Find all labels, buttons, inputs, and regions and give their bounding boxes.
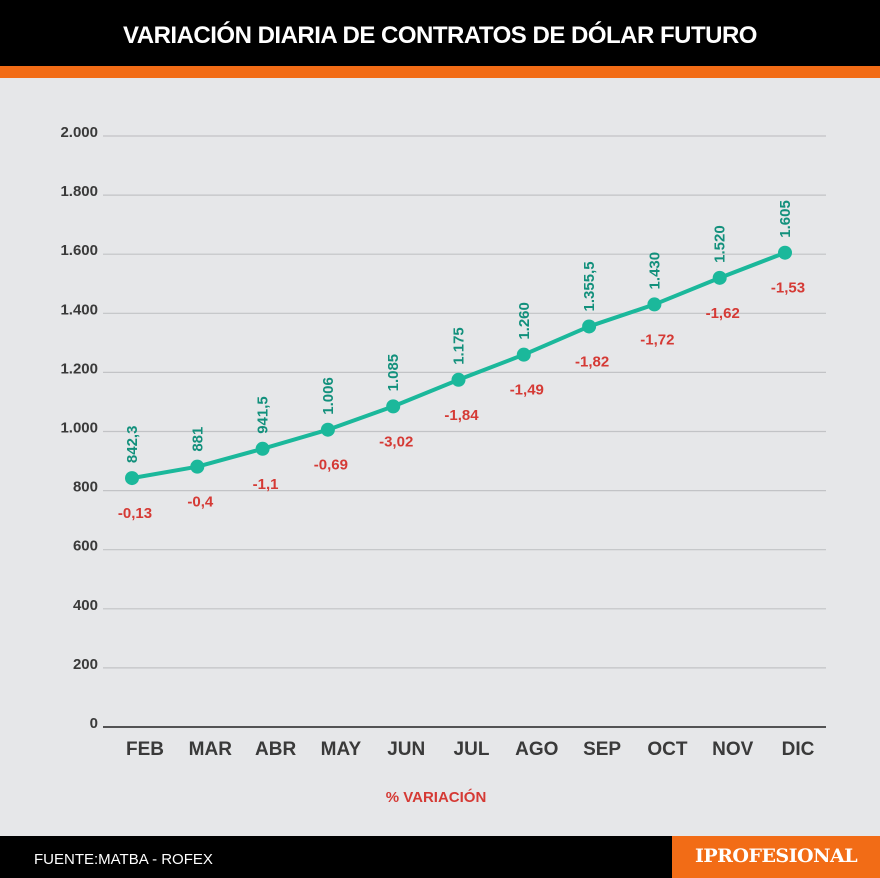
variation-label: -1,1 [253,476,279,493]
x-tick-label: DIC [782,739,815,760]
variation-label: -0,4 [187,494,214,511]
data-value-label: 1.520 [712,225,729,263]
x-tick-label: SEP [583,739,621,760]
variation-label: -1,82 [575,353,609,370]
data-value-label: 1.355,5 [581,261,598,311]
x-tick-label: AGO [515,739,558,760]
x-tick-label: JUL [454,739,490,760]
y-tick-label: 1.800 [60,183,98,200]
data-point [582,319,597,334]
data-value-label: 1.260 [516,302,533,340]
data-value-label: 842,3 [124,426,141,464]
y-tick-label: 0 [90,715,98,732]
variation-label: -1,72 [640,331,674,348]
title-bar [0,0,880,66]
variation-label: -1,84 [444,407,479,424]
variation-caption: % VARIACIÓN [386,788,487,806]
x-tick-label: JUN [387,739,425,760]
variation-label: -3,02 [379,433,413,450]
variation-label: -1,53 [771,280,805,297]
x-tick-label: FEB [126,739,164,760]
data-value-label: 1.006 [320,377,337,415]
chart-title: VARIACIÓN DIARIA DE CONTRATOS DE DÓLAR F… [123,22,757,49]
x-tick-label: MAY [321,739,362,760]
y-tick-label: 1.200 [60,360,98,377]
brand-logo: IPROFESIONAL [694,845,858,867]
y-tick-label: 400 [73,597,98,614]
data-point [125,471,139,486]
x-tick-label: ABR [255,739,296,760]
data-value-label: 1.175 [451,327,468,365]
y-tick-label: 1.600 [60,242,98,259]
data-value-label: 1.085 [385,354,402,392]
data-point [255,441,270,456]
variation-label: -0,69 [314,457,348,474]
line-chart: 0 200 400 600 800 1.000 1.200 1.400 1.600 1.800 2.… [60,124,826,806]
data-value-label: 1.430 [646,252,663,290]
variation-label: -1,49 [510,382,544,399]
data-point [320,422,335,437]
y-tick-label: 2.000 [60,124,98,141]
variation-label: -0,13 [118,505,152,522]
data-point [451,372,466,387]
data-point [778,245,792,260]
x-tick-label: MAR [189,739,233,760]
data-value-label: 881 [189,427,206,452]
brand-box [672,836,880,878]
y-tick-label: 200 [73,656,98,673]
data-point [190,459,205,474]
y-tick-label: 800 [73,479,98,496]
data-points [125,245,792,486]
data-point [647,297,662,312]
data-point [516,347,531,362]
y-tick-label: 1.000 [60,420,98,437]
y-tick-label: 1.400 [60,301,98,318]
data-value-label: 941,5 [255,396,272,434]
accent-bar [0,66,880,78]
value-labels: 842,3 881 941,5 1.006 1.085 1.175 1.260 1.355,5… [124,200,794,463]
grid-lines [103,135,826,669]
x-tick-label: NOV [712,739,754,760]
footer-source: FUENTE:MATBA - ROFEX [34,851,213,868]
data-value-label: 1.605 [777,200,794,238]
variation-labels: -0,13 -0,4 -1,1 -0,69 -3,02 -1,84 -1,49 -1,82 -1… [118,280,805,522]
data-point [712,270,727,285]
x-tick-label: OCT [647,739,688,760]
y-tick-label: 600 [73,538,98,555]
y-axis-ticks: 0 200 400 600 800 1.000 1.200 1.400 1.600 1.800 2.… [60,124,98,732]
data-point [386,399,401,414]
x-axis-ticks: FEB MAR ABR MAY JUN JUL AGO SEP OCT NOV DIC [126,739,815,760]
variation-label: -1,62 [706,305,740,322]
